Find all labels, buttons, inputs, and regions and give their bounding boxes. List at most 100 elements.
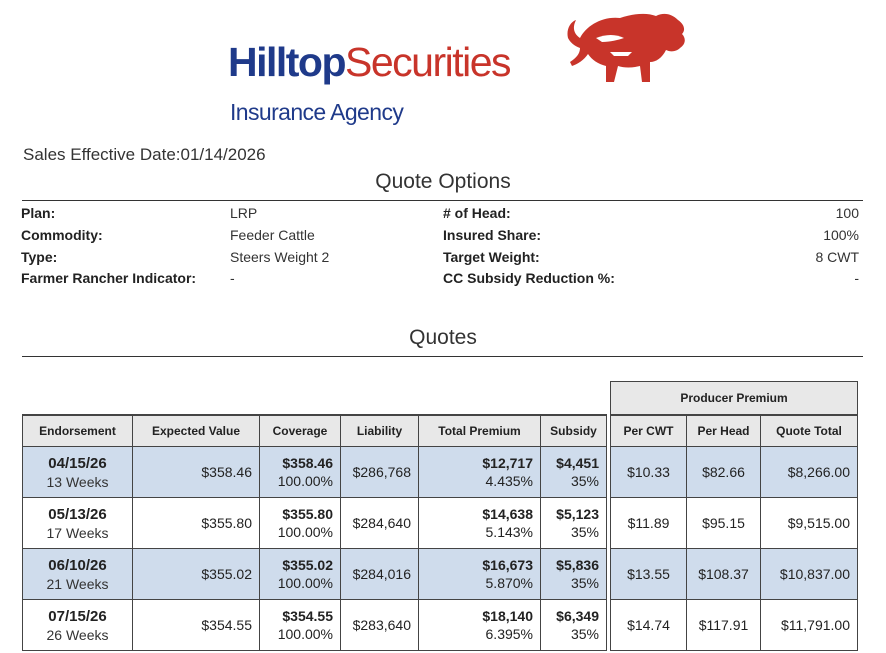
endorsement-weeks: 13 Weeks (46, 473, 109, 490)
insured-share-value: 100% (823, 227, 859, 243)
col-endorsement: Endorsement (22, 414, 133, 447)
subsidy-amount: $6,349 (556, 608, 599, 624)
options-divider (22, 200, 863, 201)
quote-total-cell: $9,515.00 (760, 497, 858, 549)
total-premium-amount: $12,717 (482, 455, 533, 471)
quotes-divider (22, 356, 863, 357)
coverage-price: $355.80 (282, 506, 333, 522)
logo-wordmark: HilltopSecurities (228, 42, 512, 83)
producer-premium-header: Producer Premium (610, 381, 858, 415)
subsidy-amount: $4,451 (556, 455, 599, 471)
col-quote-total: Quote Total (760, 414, 858, 447)
subsidy-cell: $4,451 35% (540, 446, 607, 498)
expected-value-cell: $358.46 (132, 446, 260, 498)
col-total-premium: Total Premium (418, 414, 541, 447)
coverage-cell: $354.55 100.00% (259, 599, 341, 651)
coverage-cell: $355.80 100.00% (259, 497, 341, 549)
total-premium-pct: 5.870% (485, 575, 533, 591)
total-premium-cell: $16,673 5.870% (418, 548, 541, 600)
farmer-rancher-value: - (230, 270, 235, 286)
per-cwt-cell: $10.33 (610, 446, 687, 498)
logo-subtitle: Insurance Agency (230, 99, 404, 125)
endorsement-weeks: 21 Weeks (46, 575, 109, 592)
bison-icon (567, 13, 685, 83)
per-head-cell: $108.37 (686, 548, 761, 600)
insured-share-label: Insured Share: (443, 227, 542, 243)
table-row: 07/15/26 26 Weeks $354.55 $354.55 100.00% … (22, 599, 858, 651)
subsidy-cell: $5,123 35% (540, 497, 607, 549)
num-head-label: # of Head: (443, 205, 511, 221)
per-head-cell: $117.91 (686, 599, 761, 651)
cc-subsidy-value: - (854, 270, 859, 286)
commodity-label: Commodity: (21, 227, 103, 243)
expected-value-cell: $355.80 (132, 497, 260, 549)
table-row: 04/15/26 13 Weeks $358.46 $358.46 100.00% … (22, 446, 858, 498)
endorsement-weeks: 17 Weeks (46, 524, 109, 541)
total-premium-cell: $12,717 4.435% (418, 446, 541, 498)
quotes-title: Quotes (409, 326, 477, 349)
subsidy-pct: 35% (570, 626, 599, 642)
num-head-value: 100 (835, 205, 859, 221)
total-premium-pct: 6.395% (485, 626, 533, 642)
col-per-head: Per Head (686, 414, 761, 447)
total-premium-cell: $18,140 6.395% (418, 599, 541, 651)
total-premium-cell: $14,638 5.143% (418, 497, 541, 549)
farmer-rancher-label: Farmer Rancher Indicator: (21, 270, 197, 286)
commodity-value: Feeder Cattle (230, 227, 315, 243)
col-per-cwt: Per CWT (610, 414, 687, 447)
quote-options-title: Quote Options (375, 170, 511, 193)
per-cwt-cell: $14.74 (610, 599, 687, 651)
liability-cell: $284,640 (340, 497, 419, 549)
expected-value-cell: $354.55 (132, 599, 260, 651)
target-weight-label: Target Weight: (443, 249, 540, 265)
coverage-pct: 100.00% (277, 524, 333, 540)
liability-cell: $284,016 (340, 548, 419, 600)
total-premium-pct: 5.143% (485, 524, 533, 540)
endorsement-date: 06/10/26 (48, 556, 107, 574)
coverage-pct: 100.00% (277, 575, 333, 591)
plan-value: LRP (230, 205, 258, 221)
col-expected-value: Expected Value (132, 414, 260, 447)
liability-cell: $283,640 (340, 599, 419, 651)
subsidy-pct: 35% (570, 524, 599, 540)
type-value: Steers Weight 2 (230, 249, 330, 265)
liability-cell: $286,768 (340, 446, 419, 498)
coverage-price: $354.55 (282, 608, 333, 624)
coverage-cell: $355.02 100.00% (259, 548, 341, 600)
target-weight-value: 8 CWT (815, 249, 859, 265)
subsidy-amount: $5,836 (556, 557, 599, 573)
company-logo: HilltopSecurities Insurance Agency (228, 8, 698, 128)
coverage-cell: $358.46 100.00% (259, 446, 341, 498)
total-premium-amount: $14,638 (482, 506, 533, 522)
coverage-price: $355.02 (282, 557, 333, 573)
endorsement-date: 04/15/26 (48, 454, 107, 472)
quotes-table: Producer Premium Endorsement Expected Va… (22, 381, 858, 651)
quote-total-cell: $11,791.00 (760, 599, 858, 651)
cc-subsidy-label: CC Subsidy Reduction %: (443, 270, 615, 286)
per-head-cell: $95.15 (686, 497, 761, 549)
sales-effective-date: Sales Effective Date:01/14/2026 (23, 145, 266, 164)
quote-total-cell: $10,837.00 (760, 548, 858, 600)
coverage-price: $358.46 (282, 455, 333, 471)
endorsement-cell: 06/10/26 21 Weeks (22, 548, 133, 600)
total-premium-pct: 4.435% (485, 473, 533, 489)
quote-total-cell: $8,266.00 (760, 446, 858, 498)
endorsement-cell: 07/15/26 26 Weeks (22, 599, 133, 651)
table-row: 05/13/26 17 Weeks $355.80 $355.80 100.00% … (22, 497, 858, 549)
col-coverage: Coverage (259, 414, 341, 447)
endorsement-date: 07/15/26 (48, 607, 107, 625)
per-head-cell: $82.66 (686, 446, 761, 498)
col-subsidy: Subsidy (540, 414, 607, 447)
coverage-pct: 100.00% (277, 626, 333, 642)
col-liability: Liability (340, 414, 419, 447)
table-row: 06/10/26 21 Weeks $355.02 $355.02 100.00% … (22, 548, 858, 600)
plan-label: Plan: (21, 205, 56, 221)
endorsement-cell: 05/13/26 17 Weeks (22, 497, 133, 549)
subsidy-pct: 35% (570, 575, 599, 591)
type-label: Type: (21, 249, 58, 265)
subsidy-cell: $5,836 35% (540, 548, 607, 600)
per-cwt-cell: $13.55 (610, 548, 687, 600)
per-cwt-cell: $11.89 (610, 497, 687, 549)
coverage-pct: 100.00% (277, 473, 333, 489)
endorsement-date: 05/13/26 (48, 505, 107, 523)
